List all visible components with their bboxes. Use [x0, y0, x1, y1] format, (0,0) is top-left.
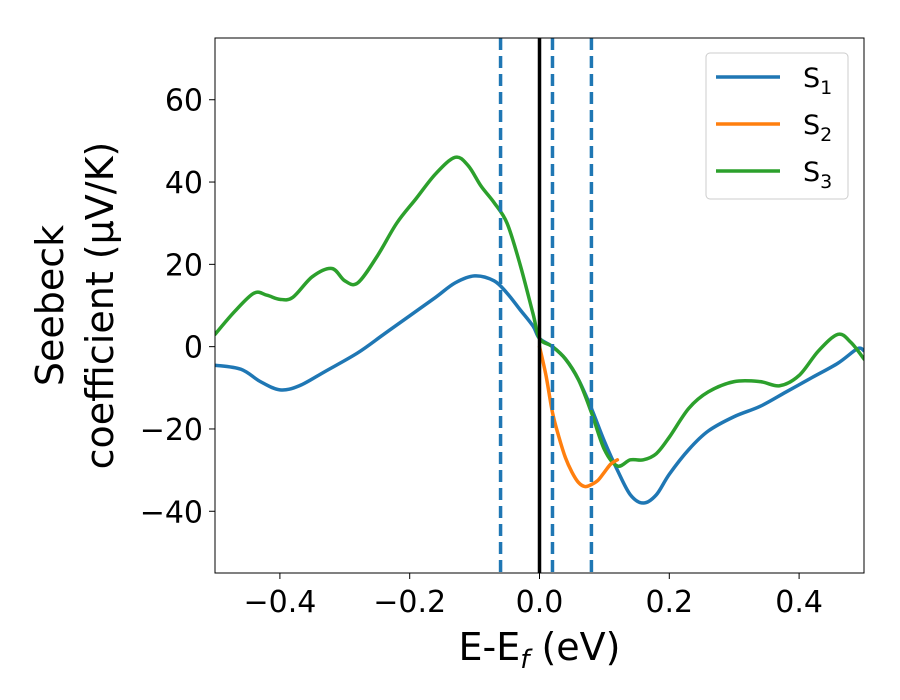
legend-label-subscript: 3: [820, 171, 832, 193]
legend-label-main: S: [803, 110, 820, 141]
plot-lines: [215, 38, 864, 573]
y-tick-label: −40: [140, 495, 203, 530]
legend-label-main: S: [803, 157, 820, 188]
legend-label: S2: [803, 110, 832, 146]
x-axis-label: E-Ef (eV): [459, 625, 621, 675]
y-axis-label-line1: Seebeck: [28, 225, 72, 386]
y-tick-label: 0: [184, 331, 203, 366]
x-tick-label: 0.0: [516, 585, 564, 620]
series-line-s3: [215, 155, 864, 468]
y-tick-label: 60: [165, 84, 203, 119]
x-axis-label-unit: (eV): [529, 625, 620, 669]
series-line-s2: [537, 344, 620, 489]
y-tick-label: 20: [165, 248, 203, 283]
x-tick-label: −0.4: [243, 585, 316, 620]
legend-label-subscript: 2: [820, 124, 832, 146]
y-axis-label: Seebeck coefficient (μV/K): [28, 142, 122, 470]
legend-label: S1: [803, 63, 832, 99]
y-tick-label: −20: [140, 413, 203, 448]
legend-label-subscript: 1: [820, 77, 832, 99]
x-axis-label-main: E-E: [459, 625, 521, 669]
legend-label-main: S: [803, 63, 820, 94]
x-tick-label: 0.2: [645, 585, 693, 620]
legend-label: S3: [803, 157, 832, 193]
legend-box: [705, 52, 849, 200]
y-axis-label-line2: coefficient (μV/K): [78, 142, 122, 470]
x-tick-label: 0.4: [775, 585, 823, 620]
y-tick-label: 40: [165, 166, 203, 201]
x-tick-label: −0.2: [373, 585, 446, 620]
